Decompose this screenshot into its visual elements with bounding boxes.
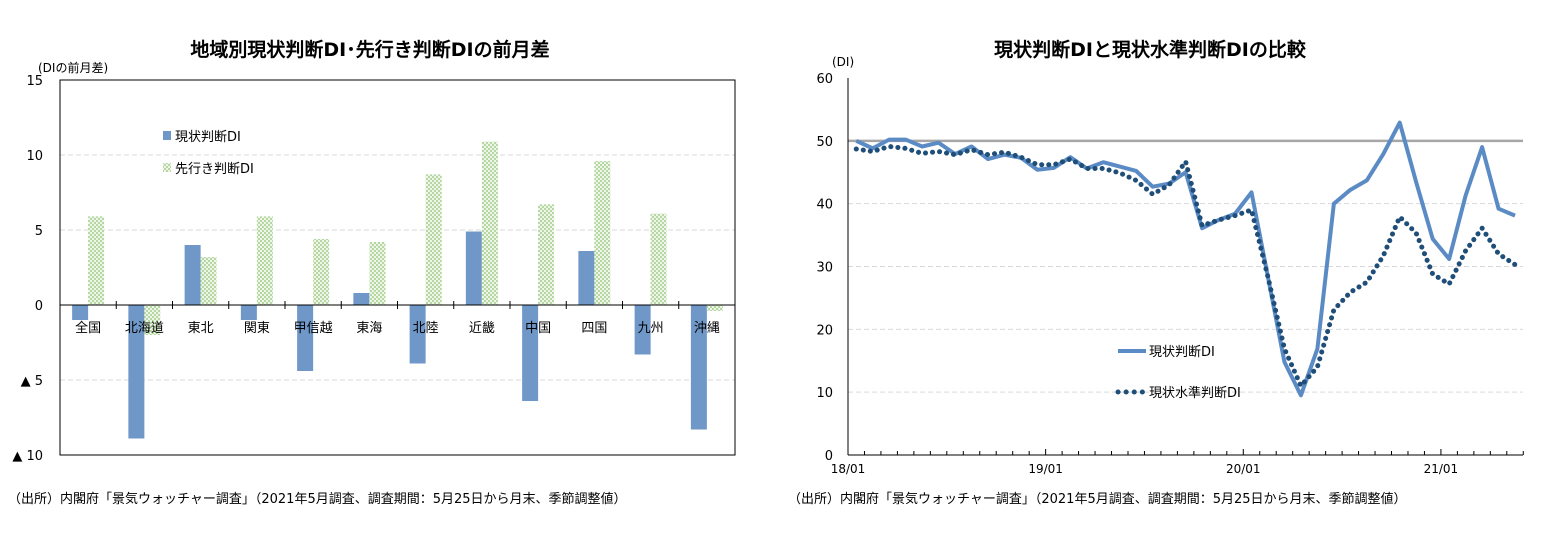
category-label: 関東 bbox=[244, 320, 270, 336]
legend-label-present-di: 現状判断DI bbox=[1149, 345, 1215, 360]
y-tick-label: ▲ 10 bbox=[12, 449, 43, 464]
right-chart-title: 現状判断DIと現状水準判断DIの比較 bbox=[994, 38, 1307, 61]
category-label: 九州 bbox=[638, 321, 664, 336]
bar-present-4 bbox=[297, 305, 314, 371]
bar-outlook-7 bbox=[481, 141, 498, 305]
y-tick-label: 60 bbox=[816, 72, 833, 87]
bar-outlook-3 bbox=[256, 216, 273, 305]
y-tick-label: 15 bbox=[26, 74, 43, 89]
y-tick-label: 50 bbox=[816, 135, 833, 150]
y-tick-label: 0 bbox=[35, 299, 43, 314]
bar-present-3 bbox=[240, 305, 257, 320]
y-tick-label: 40 bbox=[816, 198, 833, 213]
bar-present-7 bbox=[465, 231, 482, 305]
x-tick-label: 21/01 bbox=[1424, 462, 1459, 476]
left-chart: 地域別現状判断DI･先行き判断DIの前月差 (DIの前月差) 15 10 5 0 ▲ 5… bbox=[8, 38, 736, 507]
y-tick-label: ▲ 5 bbox=[21, 374, 43, 389]
left-legend: 現状判断DI 先行き判断DI bbox=[163, 130, 254, 177]
bar-present-6 bbox=[409, 305, 426, 364]
category-label: 中国 bbox=[525, 321, 551, 336]
bar-outlook-9 bbox=[594, 161, 611, 305]
category-label: 甲信越 bbox=[294, 321, 333, 336]
bar-present-11 bbox=[690, 305, 707, 430]
category-label: 東北 bbox=[188, 320, 214, 336]
right-chart: 現状判断DIと現状水準判断DIの比較 (DI) 0 10 20 30 40 50 60 18/… bbox=[788, 38, 1524, 507]
legend-swatch-outlook bbox=[163, 163, 171, 172]
left-y-axis-label: (DIの前月差) bbox=[38, 60, 108, 75]
bar-outlook-10 bbox=[650, 213, 667, 305]
bar-present-2 bbox=[184, 245, 201, 305]
bar-outlook-8 bbox=[538, 204, 555, 305]
category-label: 北海道 bbox=[125, 321, 164, 336]
bar-outlook-11 bbox=[706, 305, 723, 311]
right-y-axis-label: (DI) bbox=[832, 55, 854, 69]
category-label: 沖縄 bbox=[694, 321, 720, 336]
category-label: 四国 bbox=[581, 321, 607, 336]
x-tick-label: 20/01 bbox=[1226, 462, 1261, 476]
right-source-note: （出所）内閣府「景気ウォッチャー調査」（2021年5月調査、調査期間：5月25日… bbox=[788, 491, 1407, 507]
category-label: 近畿 bbox=[469, 321, 495, 336]
left-chart-title: 地域別現状判断DI･先行き判断DIの前月差 bbox=[190, 38, 549, 61]
x-tick-label: 19/01 bbox=[1028, 462, 1063, 476]
y-tick-label: 5 bbox=[35, 224, 43, 239]
left-plot-frame bbox=[59, 79, 736, 456]
legend-label-present: 現状判断DI bbox=[175, 130, 241, 145]
legend-swatch-present bbox=[163, 131, 171, 140]
category-label: 北陸 bbox=[413, 320, 439, 336]
category-label: 全国 bbox=[75, 320, 101, 336]
bar-outlook-5 bbox=[369, 242, 386, 305]
bar-present-9 bbox=[578, 251, 595, 305]
bar-present-10 bbox=[634, 305, 651, 355]
bar-present-5 bbox=[353, 293, 370, 305]
y-tick-label: 0 bbox=[825, 449, 833, 464]
bar-outlook-6 bbox=[425, 174, 442, 305]
y-tick-label: 10 bbox=[26, 149, 43, 164]
bar-present-8 bbox=[522, 305, 539, 401]
legend-label-level-di: 現状水準判断DI bbox=[1149, 385, 1241, 401]
legend-label-outlook: 先行き判断DI bbox=[175, 162, 254, 177]
y-tick-label: 30 bbox=[816, 261, 833, 276]
right-legend: 現状判断DI 現状水準判断DI bbox=[1115, 345, 1241, 401]
bar-outlook-4 bbox=[313, 239, 330, 305]
bar-present-0 bbox=[72, 305, 89, 320]
series-line-level-di bbox=[853, 143, 1518, 391]
y-tick-label: 10 bbox=[816, 386, 833, 401]
category-label: 東海 bbox=[356, 320, 382, 336]
bar-outlook-0 bbox=[88, 216, 105, 305]
y-tick-label: 20 bbox=[816, 323, 833, 338]
x-tick-label: 18/01 bbox=[831, 462, 866, 476]
bar-outlook-2 bbox=[200, 257, 217, 305]
left-source-note: （出所）内閣府「景気ウォッチャー調査」（2021年5月調査、調査期間：5月25日… bbox=[8, 491, 627, 507]
bar-outlook-1 bbox=[144, 305, 161, 335]
bar-present-1 bbox=[128, 305, 145, 439]
